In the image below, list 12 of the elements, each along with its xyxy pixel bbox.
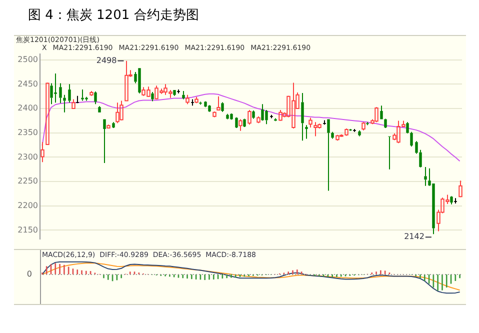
y-tick-label: 2350 xyxy=(18,128,38,137)
annotation: 2142 xyxy=(404,232,424,242)
chart-title: 图 4：焦炭 1201 合约走势图 xyxy=(28,7,199,24)
y-tick-label: 2250 xyxy=(18,176,38,186)
y-tick-label: 2300 xyxy=(18,152,38,162)
y-tick-label: 2200 xyxy=(18,200,38,210)
y-tick-label: 2500 xyxy=(18,54,38,64)
annotation: 2498 xyxy=(96,56,117,65)
y-tick-label: 2400 xyxy=(18,104,38,113)
text: 0 xyxy=(26,269,32,278)
y-tick-label: 2150 xyxy=(18,225,38,234)
y-tick-label: 2450 xyxy=(18,79,38,88)
